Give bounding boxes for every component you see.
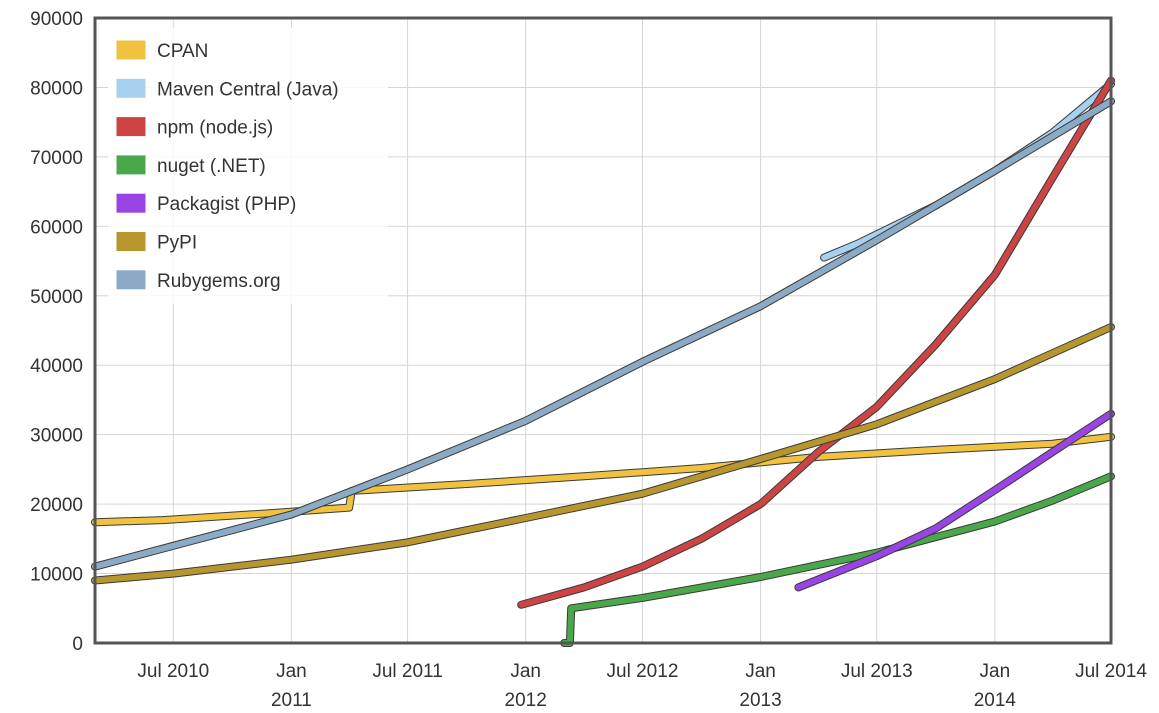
plot-border [93,16,1113,645]
legend-label: PyPI [157,233,197,254]
legend-item-maven-central-java: Maven Central (Java) [115,77,339,100]
series-line-npm-node-js [518,77,1114,608]
x-tick-label: Jul 2012 [607,661,679,682]
x-axis: Jul 2010 Jan 2011 Jul 2011 Jan 2012 Jul 2012 Ja… [137,661,1147,711]
legend-label: Rubygems.org [157,271,281,292]
series-line-pypi [92,324,1114,584]
x-tick-label: Jul 2013 [841,661,913,682]
y-tick-label: 40000 [30,356,83,377]
x-tick-year-label: 2011 [271,690,312,711]
y-tick-label: 50000 [30,287,83,308]
legend-swatch [115,269,147,291]
series-cpan [91,432,1115,527]
series-packagist-php [794,409,1115,592]
y-tick-label: 20000 [30,495,83,516]
series-maven-central-java [820,80,1115,262]
y-tick-label: 70000 [30,148,83,169]
legend-item-pypi: PyPI [115,231,197,254]
legend-label: CPAN [157,41,208,62]
series-rubygems-org [91,97,1115,571]
legend-label: nuget (.NET) [157,156,266,177]
series-npm-node-js [517,76,1115,609]
legend: CPAN Maven Central (Java) npm (node.js) nug… [108,28,388,305]
series-nuget-net [560,472,1115,647]
legend-item-rubygems-org: Rubygems.org [115,269,281,292]
legend-swatch [115,231,147,252]
legend-item-npm-node-js: npm (node.js) [115,116,273,139]
series-line-packagist-php [795,410,1114,591]
series-layer [91,76,1115,647]
series-line-nuget-net [561,473,1114,646]
legend-swatch [115,154,147,176]
x-tick-label: Jan [745,661,776,682]
series-line-cpan [92,433,1114,526]
y-tick-label: 0 [72,634,83,655]
y-axis: 0 10000 20000 30000 40000 50000 60000 70000 8000… [30,9,83,655]
legend-label: npm (node.js) [157,118,273,139]
legend-item-cpan: CPAN [115,39,208,62]
legend-background [108,28,388,305]
x-tick-label: Jan [510,661,541,682]
series-line-maven-central-java [821,81,1114,261]
x-tick-label: Jan [980,661,1011,682]
y-tick-label: 60000 [30,217,83,238]
legend-item-nuget-net: nuget (.NET) [115,154,266,177]
x-tick-year-label: 2013 [739,690,781,711]
x-tick-year-label: 2012 [505,690,547,711]
legend-label: Packagist (PHP) [157,194,296,215]
x-tick-label: Jul 2010 [137,661,209,682]
legend-swatch [115,39,147,61]
y-tick-label: 90000 [30,9,83,30]
legend-label: Maven Central (Java) [157,79,339,100]
x-tick-label: Jul 2011 [372,661,442,682]
series-line-shadow [820,80,1115,262]
y-tick-label: 10000 [30,565,83,586]
legend-swatch [115,192,147,214]
x-tick-label: Jan [276,661,307,682]
legend-swatch [115,116,147,138]
series-line-shadow [517,76,1115,609]
series-line-rubygems-org [92,98,1114,570]
y-tick-label: 30000 [30,426,83,447]
legend-swatch [115,77,147,99]
y-tick-label: 80000 [30,78,83,99]
x-tick-year-label: 2014 [974,690,1017,711]
legend-item-packagist-php: Packagist (PHP) [115,192,296,215]
series-pypi [91,323,1115,585]
x-tick-label: Jul 2014 [1075,661,1147,682]
